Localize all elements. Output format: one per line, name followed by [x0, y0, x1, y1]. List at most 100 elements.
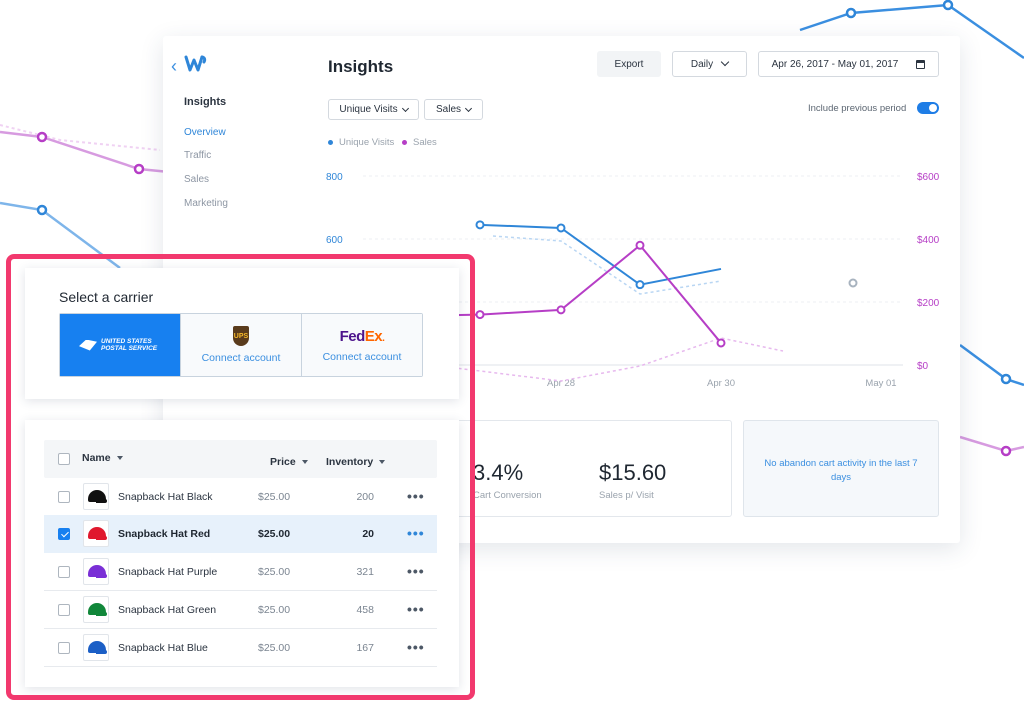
series-line-visits: [479, 223, 722, 286]
stats-card: [453, 420, 732, 517]
product-name[interactable]: Snapback Hat Green: [118, 604, 217, 616]
page-title: Insights: [328, 57, 394, 76]
table-row[interactable]: Snapback Hat Red $25.00 20 •••: [44, 515, 437, 553]
column-name-header[interactable]: Name: [82, 452, 123, 464]
row-checkbox[interactable]: [58, 604, 70, 616]
data-point: [635, 240, 645, 250]
carrier-options: UNITED STATES POSTAL SERVICE UPS Connect…: [59, 313, 423, 377]
product-inventory: 20: [362, 528, 374, 540]
carrier-option-ups[interactable]: UPS Connect account: [181, 314, 302, 376]
column-inventory-label: Inventory: [326, 456, 374, 468]
row-checkbox[interactable]: [58, 642, 70, 654]
data-point: [635, 280, 645, 290]
date-range-label: Apr 26, 2017 - May 01, 2017: [771, 58, 899, 70]
include-previous-label: Include previous period: [808, 103, 907, 114]
ups-name: UPS: [233, 332, 249, 340]
hat-icon: [88, 565, 107, 578]
sort-down-icon: [116, 456, 123, 460]
hat-icon: [88, 490, 107, 503]
ups-connect-link[interactable]: Connect account: [201, 352, 281, 364]
sales-per-visit-value: $15.60: [599, 460, 667, 485]
data-point: [475, 220, 485, 230]
x-tick-label: May 01: [865, 378, 896, 389]
carrier-option-usps[interactable]: UNITED STATES POSTAL SERVICE: [60, 314, 181, 376]
table-header: Name Price Inventory: [44, 440, 437, 478]
product-thumbnail: [83, 520, 109, 547]
product-name[interactable]: Snapback Hat Blue: [118, 642, 208, 654]
y-left-tick-label: 800: [326, 172, 343, 183]
table-row[interactable]: Snapback Hat Purple $25.00 321 •••: [44, 553, 437, 591]
more-actions-icon[interactable]: •••: [407, 488, 425, 504]
weebly-logo[interactable]: [184, 54, 208, 74]
include-previous-toggle[interactable]: [917, 102, 939, 114]
y-right-tick-label: $200: [917, 298, 940, 309]
metric2-label: Sales: [435, 104, 461, 115]
product-name[interactable]: Snapback Hat Purple: [118, 566, 218, 578]
conversion-value: 3.4%: [473, 460, 524, 485]
chevron-down-icon: [720, 57, 730, 67]
table-row[interactable]: Snapback Hat Blue $25.00 167 •••: [44, 629, 437, 667]
legend-visits: Unique Visits: [328, 137, 394, 148]
product-thumbnail: [83, 634, 109, 661]
x-tick-label: Apr 30: [707, 378, 735, 389]
x-tick-label: Apr 28: [547, 378, 575, 389]
fedex-logo: FedEx.: [339, 327, 385, 345]
row-checkbox[interactable]: [58, 491, 70, 503]
product-name[interactable]: Snapback Hat Black: [118, 491, 213, 503]
chevron-left-icon[interactable]: ‹: [171, 56, 177, 76]
column-price-header[interactable]: Price: [270, 456, 308, 468]
chevron-down-icon: [464, 104, 473, 112]
legend-dot-icon: [402, 140, 407, 145]
sidebar-item-sales[interactable]: Sales: [184, 174, 210, 185]
sidebar-item-marketing[interactable]: Marketing: [184, 198, 228, 209]
more-actions-icon[interactable]: •••: [407, 525, 425, 541]
product-inventory: 200: [356, 491, 374, 503]
table-row[interactable]: Snapback Hat Black $25.00 200 •••: [44, 478, 437, 516]
product-thumbnail: [83, 596, 109, 623]
y-left-tick-label: 600: [326, 235, 343, 246]
column-price-label: Price: [270, 456, 296, 468]
legend-sales: Sales: [402, 137, 437, 148]
metric2-dropdown[interactable]: Sales: [424, 99, 483, 120]
period-dropdown[interactable]: Daily: [672, 51, 747, 77]
product-name[interactable]: Snapback Hat Red: [118, 528, 211, 540]
row-checkbox[interactable]: [58, 566, 70, 578]
previous-visits-line: [492, 235, 722, 295]
sidebar-item-overview[interactable]: Overview: [184, 127, 226, 138]
product-inventory: 167: [356, 642, 374, 654]
carrier-option-fedex[interactable]: FedEx. Connect account: [302, 314, 422, 376]
date-range-picker[interactable]: Apr 26, 2017 - May 01, 2017: [758, 51, 939, 77]
more-actions-icon[interactable]: •••: [407, 601, 425, 617]
y-right-tick-label: $600: [917, 172, 940, 183]
product-price: $25.00: [258, 566, 291, 578]
metric1-dropdown[interactable]: Unique Visits: [328, 99, 419, 120]
previous-sales-line: [398, 337, 784, 382]
product-price: $25.00: [258, 604, 291, 616]
fedex-connect-link[interactable]: Connect account: [322, 350, 402, 363]
more-actions-icon[interactable]: •••: [407, 563, 425, 579]
product-price: $25.00: [258, 642, 291, 654]
usps-name: UNITED STATES POSTAL SERVICE: [101, 338, 158, 352]
row-checkbox[interactable]: [58, 528, 70, 540]
export-label: Export: [614, 58, 644, 70]
column-name-label: Name: [82, 452, 111, 464]
select-all-checkbox[interactable]: [58, 453, 70, 465]
hat-icon: [88, 641, 107, 654]
legend-visits-label: Unique Visits: [339, 137, 395, 148]
product-thumbnail: [83, 483, 109, 510]
hat-icon: [88, 527, 107, 540]
eagle-icon: [79, 339, 97, 351]
data-point: [475, 310, 485, 320]
sidebar-item-traffic[interactable]: Traffic: [184, 150, 212, 161]
export-button[interactable]: Export: [597, 51, 661, 77]
column-inventory-header[interactable]: Inventory: [326, 456, 386, 468]
sidebar-heading: Insights: [184, 96, 227, 108]
data-point: [716, 338, 726, 348]
hat-icon: [88, 603, 107, 616]
sort-down-icon: [379, 460, 386, 464]
more-actions-icon[interactable]: •••: [407, 639, 425, 655]
data-point: [556, 223, 566, 233]
table-row[interactable]: Snapback Hat Green $25.00 458 •••: [44, 591, 437, 629]
calendar-icon: [916, 59, 926, 69]
metric1-label: Unique Visits: [339, 104, 398, 115]
